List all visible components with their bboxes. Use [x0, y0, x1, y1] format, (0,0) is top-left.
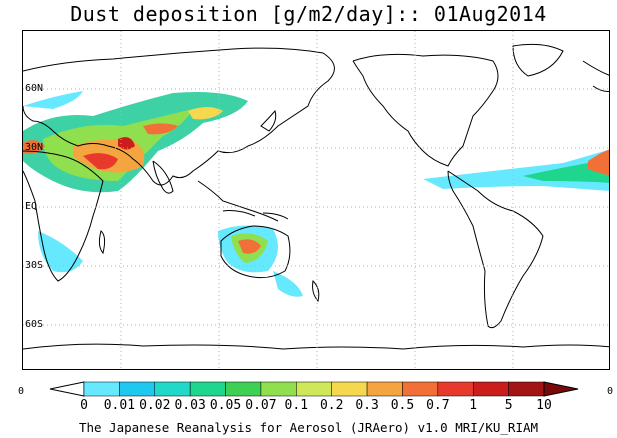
colorbar-tick-label: 0.1 [284, 398, 309, 413]
colorbar-bin [296, 381, 332, 397]
lat-label-eq: EQ [25, 201, 38, 212]
colorbar-bin [260, 381, 297, 397]
colorbar-tick-label: 0.7 [426, 398, 450, 413]
colorbar-bin [402, 381, 439, 397]
graticule [23, 31, 609, 369]
colorbar-bin [472, 381, 509, 397]
colorbar-bin [225, 381, 262, 397]
colorbar-tick-label: 10 [536, 398, 552, 413]
left-edge-label: 0 [18, 386, 25, 397]
lat-label-60s: 60S [25, 319, 44, 330]
colorbar-bin [119, 381, 156, 397]
colorbar-tick-label: 1 [469, 398, 478, 413]
lat-label-30n: 30N [25, 142, 44, 153]
lat-label-30s: 30S [25, 260, 44, 271]
colorbar-tick-label: 0.2 [319, 398, 344, 413]
colorbar-tick-label: 0.5 [390, 398, 415, 413]
world-map [23, 31, 609, 369]
colorbar-tick-label: 0.03 [174, 398, 206, 413]
colorbar-bin [366, 381, 403, 397]
coastlines [23, 43, 609, 350]
colorbar-bin [437, 381, 474, 397]
right-edge-label: 0 [607, 386, 614, 397]
colorbar-over-arrow [543, 381, 579, 397]
colorbar-bin [189, 381, 226, 397]
colorbar-tick-label: 5 [504, 398, 513, 413]
colorbar-bin [83, 381, 120, 397]
colorbar-bin [331, 381, 368, 397]
colorbar-tick-label: 0.05 [209, 398, 242, 413]
map-title: Dust deposition [g/m2/day]:: 01Aug2014 [70, 2, 547, 26]
colorbar-bin [154, 381, 191, 397]
colorbar-bin [508, 381, 545, 397]
colorbar-tick-label: 0 [80, 398, 88, 413]
footer-credit: The Japanese Reanalysis for Aerosol (JRA… [78, 420, 539, 435]
colorbar-tick-label: 0.07 [245, 398, 277, 413]
colorbar-under-arrow [49, 381, 85, 397]
map-panel: 60N 30N EQ 30S 60S [22, 30, 610, 370]
colorbar-tick-label: 0.02 [139, 398, 171, 413]
colorbar-tick-label: 0.01 [103, 398, 136, 413]
lat-label-60n: 60N [25, 83, 44, 94]
colorbar [49, 381, 579, 397]
colorbar-tick-label: 0.3 [355, 398, 379, 413]
